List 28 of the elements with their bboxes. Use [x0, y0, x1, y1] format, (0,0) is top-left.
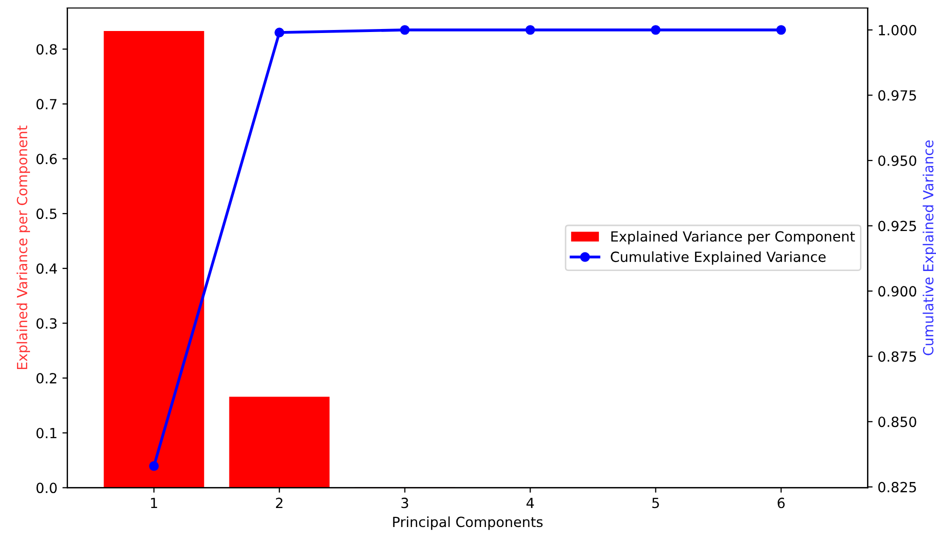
x-tick-label: 1 [151, 498, 158, 508]
x-tick-label: 2 [276, 498, 282, 508]
x-tick-label: 5 [652, 498, 659, 508]
y2-tick-label: 0.925 [878, 220, 916, 232]
y2-axis-title: Cumulative Explained Variance [922, 140, 936, 356]
y2-tick-label: 0.975 [878, 90, 916, 101]
legend-label: Cumulative Explained Variance [610, 251, 826, 265]
y-tick-label: 0.0 [36, 482, 57, 494]
y2-tick-label: 0.825 [878, 482, 916, 492]
y-tick-label: 0.8 [36, 44, 57, 55]
y-tick-label: 0.3 [36, 318, 57, 329]
x-tick-label: 6 [778, 498, 785, 508]
y-tick-label: 0.2 [36, 373, 56, 384]
x-tick-label: 3 [401, 498, 408, 508]
y2-tick-label: 0.900 [878, 286, 916, 297]
y-tick-label: 0.6 [36, 154, 57, 164]
y2-tick-label: 0.875 [878, 351, 916, 362]
y2-tick-label: 0.950 [878, 155, 916, 166]
x-tick-label: 4 [526, 498, 534, 508]
y-tick-label: 0.4 [36, 263, 57, 274]
y-tick-label: 0.1 [36, 428, 56, 438]
y-axis-title: Explained Variance per Component [16, 126, 30, 370]
y2-tick-label: 1.000 [878, 24, 916, 36]
legend-label: Explained Variance per Component [611, 230, 855, 244]
x-axis-title: Principal Components [393, 516, 543, 530]
y-tick-label: 0.5 [36, 208, 56, 220]
y2-tick-label: 0.850 [878, 416, 916, 428]
y-tick-label: 0.7 [36, 98, 56, 110]
